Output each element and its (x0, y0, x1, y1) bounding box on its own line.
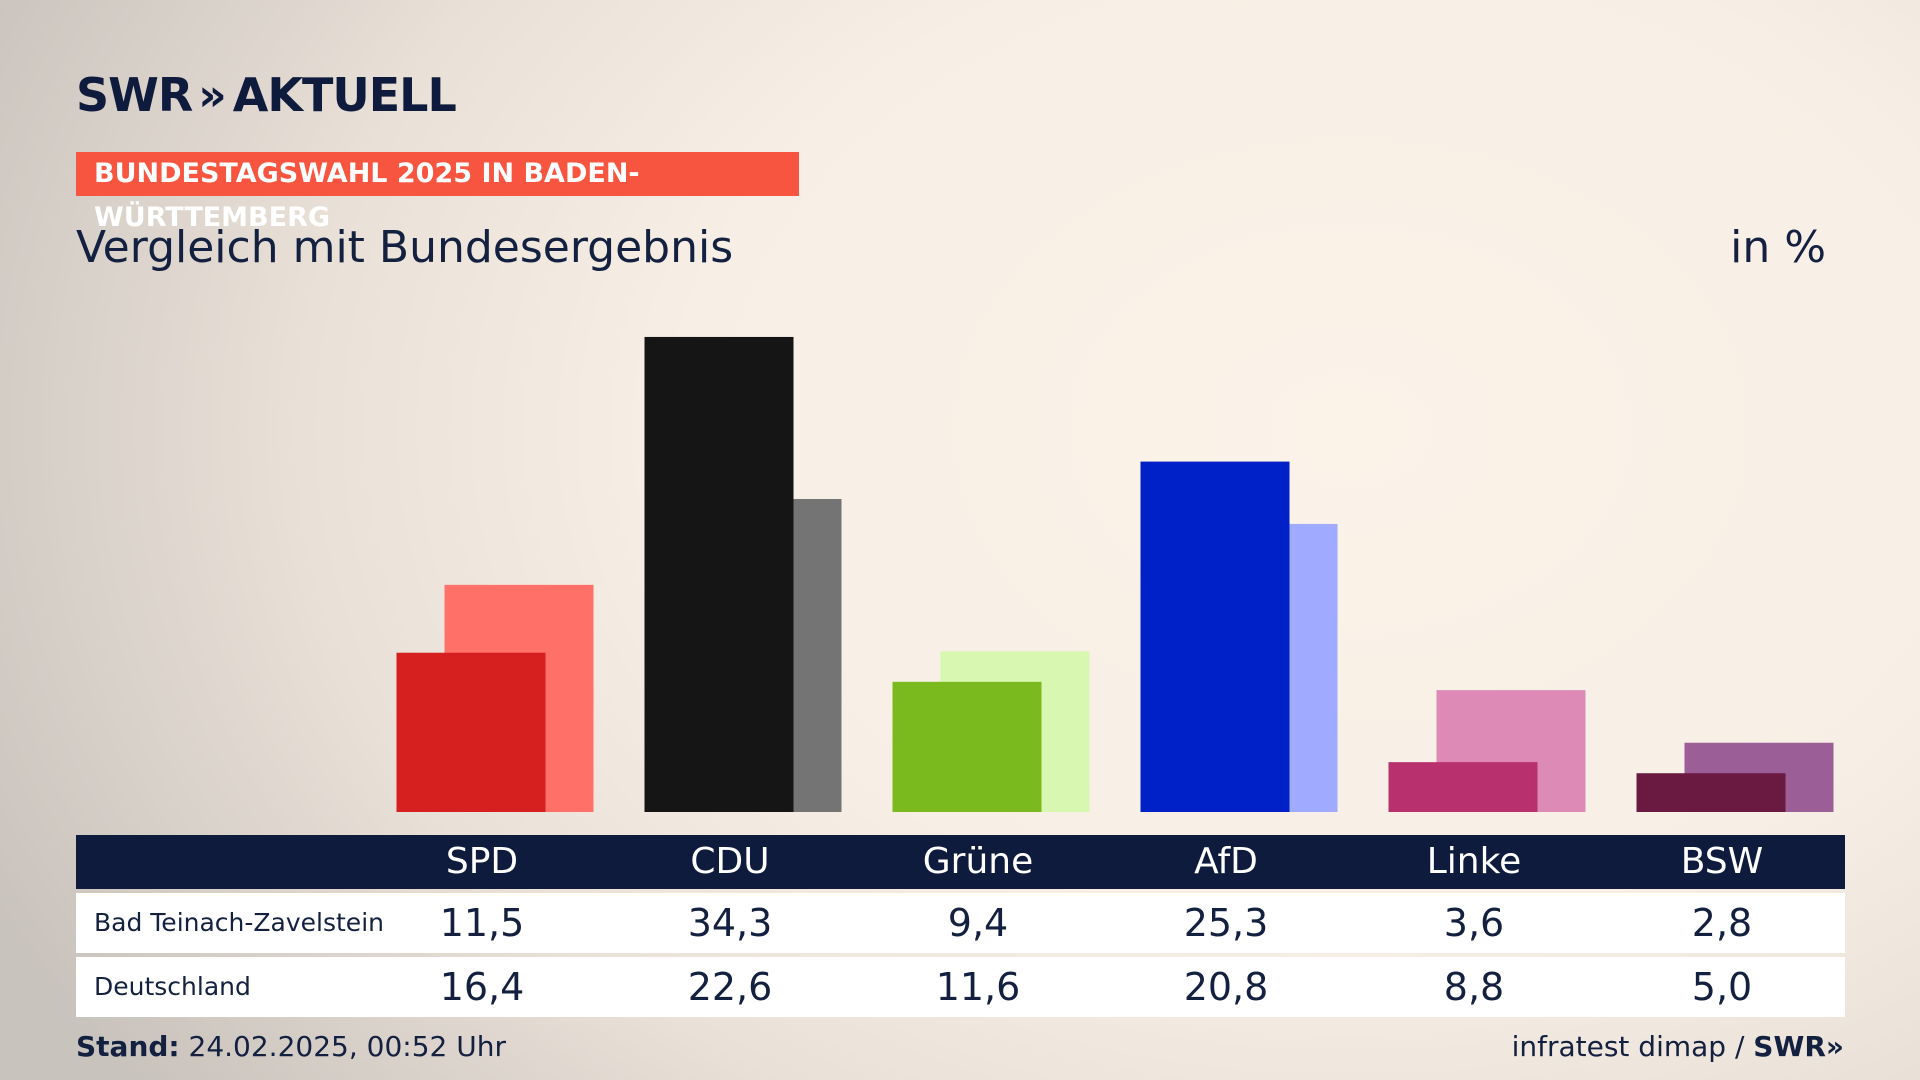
source-credit: infratest dimap / SWR» (1512, 1030, 1844, 1063)
source-text: infratest dimap / (1511, 1030, 1754, 1063)
table-cell-value: 22,6 (687, 965, 773, 1009)
column-header-afd: AfD (1194, 841, 1258, 882)
bar-local-linke (1388, 762, 1538, 812)
column-header-spd: SPD (445, 841, 519, 882)
table-cell-value: 9,4 (947, 901, 1009, 945)
row-label: Deutschland (94, 972, 251, 1001)
table-cell-value: 16,4 (439, 965, 525, 1009)
table-cell-value: 3,6 (1443, 901, 1505, 945)
column-header-bsw: BSW (1680, 841, 1764, 882)
stand-value: 24.02.2025, 00:52 Uhr (179, 1030, 506, 1063)
table-row: Bad Teinach-Zavelstein 11,5 34,3 9,4 25,3 3,… (76, 893, 1845, 953)
table-cell-value: 20,8 (1183, 965, 1269, 1009)
logo-aktuell-text: AKTUELL (232, 68, 457, 122)
table-cell-value: 8,8 (1443, 965, 1505, 1009)
logo-swr-text: SWR (76, 68, 193, 122)
election-badge: BUNDESTAGSWAHL 2025 IN BADEN-WÜRTTEMBERG (76, 152, 799, 233)
bar-local-bsw (1636, 773, 1786, 812)
stand-label: Stand: (76, 1030, 180, 1063)
column-header-grne: Grüne (922, 841, 1034, 882)
bar-local-grne (892, 681, 1042, 812)
chart-subtitle: Vergleich mit Bundesergebnis (76, 222, 734, 273)
bar-local-spd (396, 652, 546, 812)
table-header-row: SPD CDU Grüne AfD Linke BSW (76, 835, 1845, 889)
swr-aktuell-logo: SWR » AKTUELL (76, 68, 457, 122)
column-header-linke: Linke (1426, 841, 1522, 882)
row-label: Bad Teinach-Zavelstein (94, 908, 384, 937)
table-cell-value: 11,5 (439, 901, 525, 945)
table-cell-value: 34,3 (687, 901, 773, 945)
bar-local-afd (1140, 461, 1290, 812)
table-cell-value: 5,0 (1691, 965, 1753, 1009)
table-row: Deutschland 16,4 22,6 11,6 20,8 8,8 5,0 (76, 957, 1845, 1017)
table-cell-value: 11,6 (935, 965, 1021, 1009)
timestamp: Stand: 24.02.2025, 00:52 Uhr (76, 1030, 506, 1063)
table-cell-value: 2,8 (1691, 901, 1753, 945)
column-header-cdu: CDU (690, 841, 770, 882)
results-table: SPD CDU Grüne AfD Linke BSW Bad Teinach-Zavel… (76, 835, 1845, 1017)
source-brand: SWR» (1753, 1030, 1844, 1063)
bar-local-cdu (644, 336, 794, 812)
unit-label: in % (1730, 222, 1826, 273)
table-cell-value: 25,3 (1183, 901, 1269, 945)
bar-chart (396, 336, 1834, 812)
